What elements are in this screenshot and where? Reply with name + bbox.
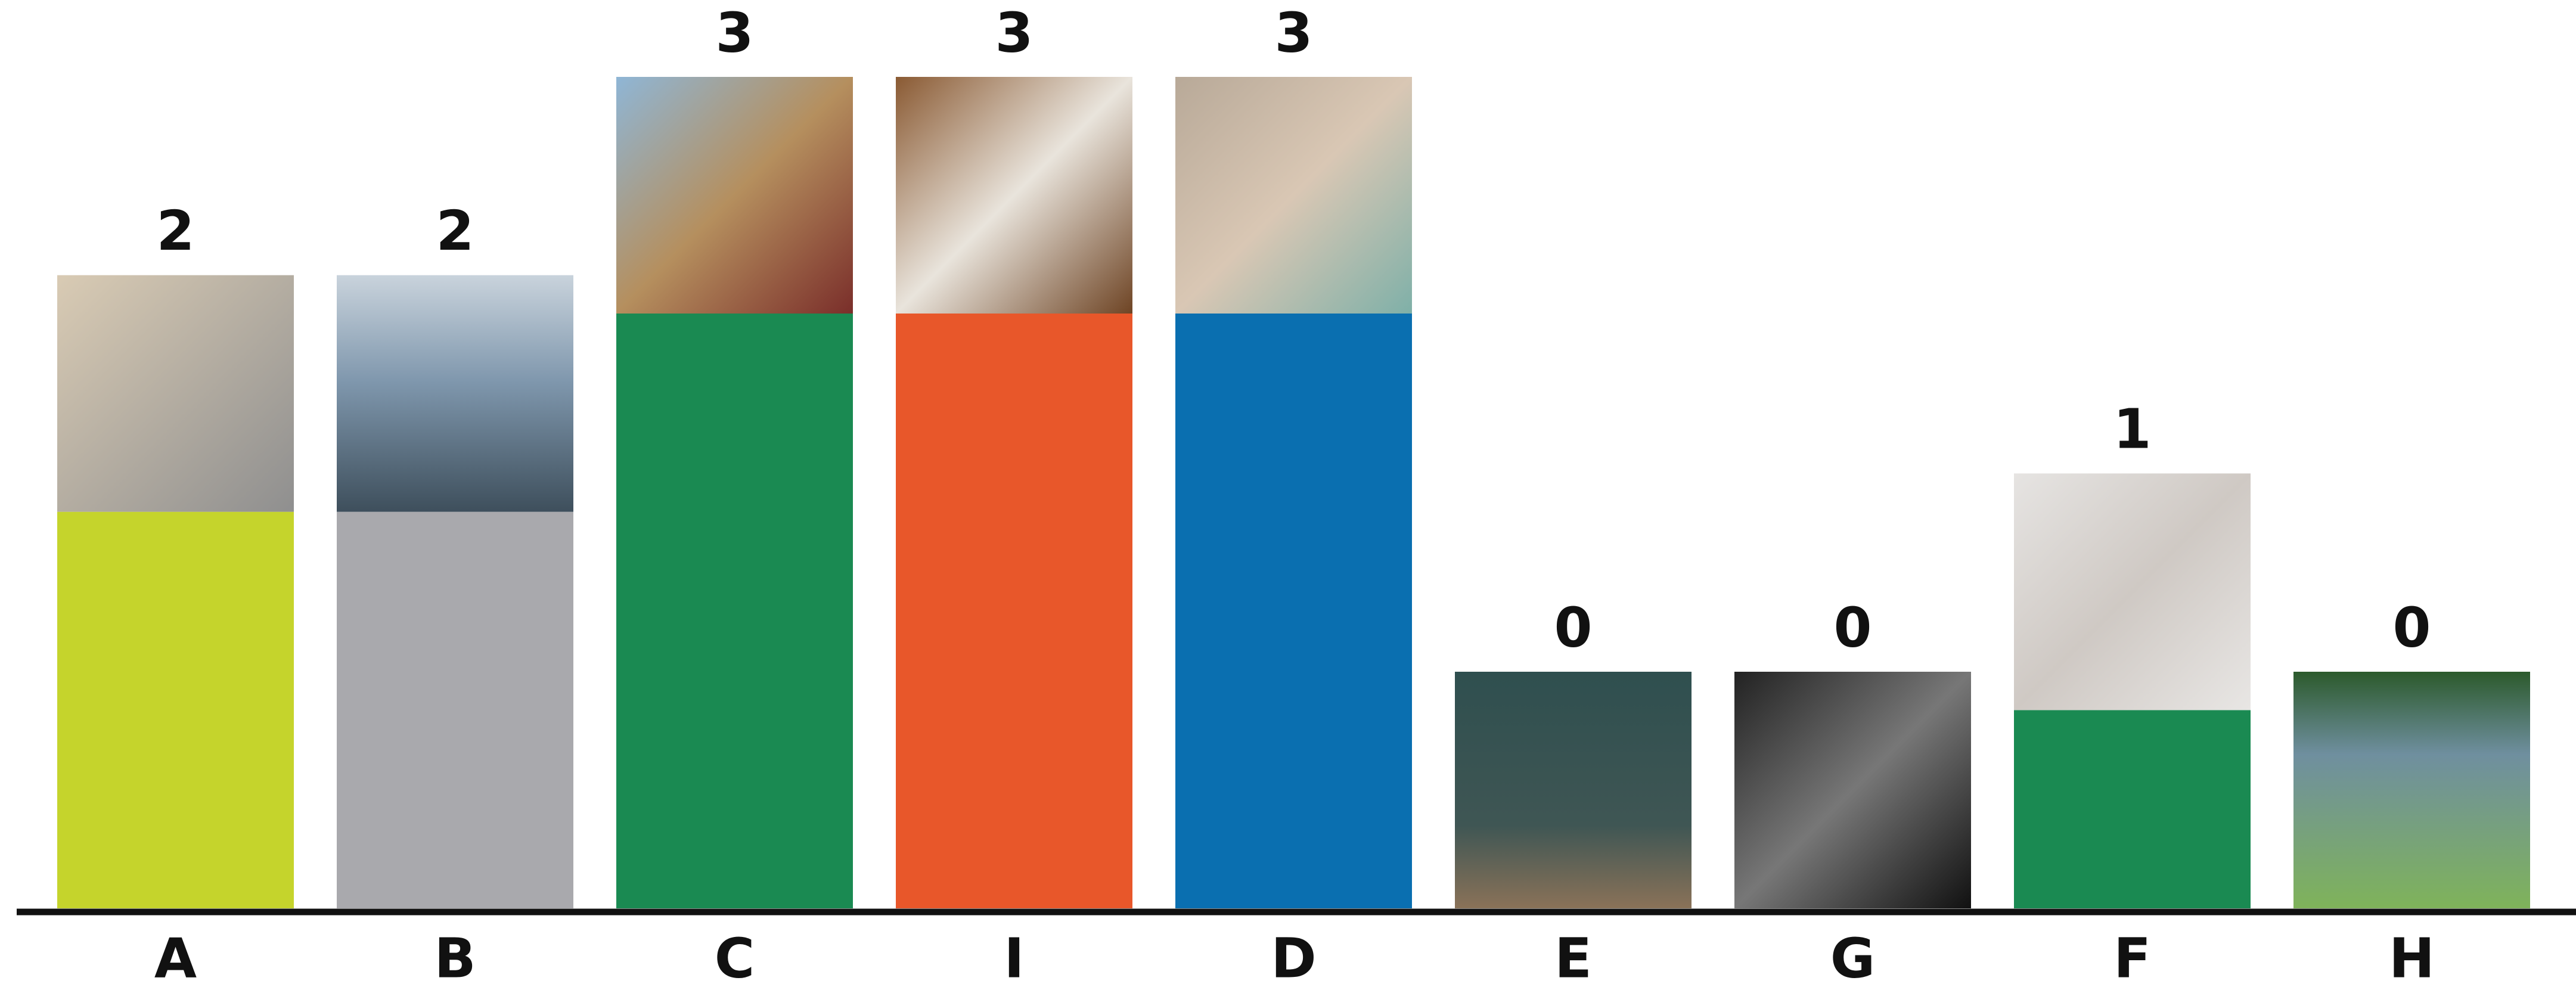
bar [2014, 710, 2251, 908]
category-label: C [715, 926, 755, 990]
value-label: 0 [1554, 595, 1592, 659]
category-label: I [1004, 926, 1024, 990]
category-label: F [2113, 926, 2151, 990]
category-label: A [154, 926, 197, 990]
category-label: B [434, 926, 476, 990]
value-label: 3 [715, 1, 753, 64]
bar-photo [1734, 672, 1971, 908]
bar [896, 314, 1132, 908]
category-label: D [1271, 926, 1316, 990]
bar-photo [337, 275, 573, 512]
value-label: 2 [436, 199, 474, 263]
value-label: 2 [156, 199, 194, 263]
bar [337, 511, 573, 908]
category-label: H [2389, 926, 2435, 990]
bar [616, 314, 853, 908]
bar-photo [1455, 672, 1692, 908]
bar [1175, 314, 1412, 908]
bar-photo [57, 275, 294, 512]
bar-photo [1175, 77, 1412, 314]
value-label: 1 [2113, 398, 2151, 461]
bar-photo [2014, 473, 2251, 710]
value-label: 0 [1833, 595, 1872, 659]
bar-photo [2293, 672, 2530, 908]
category-label: E [1554, 926, 1592, 990]
value-label: 3 [995, 1, 1033, 64]
category-label: G [1830, 926, 1876, 990]
bar [57, 511, 294, 908]
bar-photo [896, 77, 1132, 314]
bar-photo [616, 77, 853, 314]
value-label: 0 [2392, 595, 2431, 659]
value-label: 3 [1274, 1, 1312, 64]
